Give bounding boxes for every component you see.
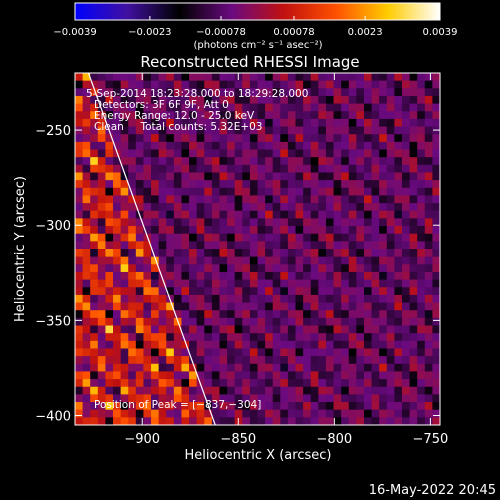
y-tick-label: −400	[35, 409, 71, 424]
y-tick-label: −300	[35, 219, 71, 234]
info-energy-range: Energy Range: 12.0 - 25.0 keV	[94, 110, 255, 122]
colorbar-unit-label: (photons cm⁻² s⁻¹ asec⁻²)	[193, 40, 322, 51]
x-tick-label: −850	[220, 432, 256, 447]
x-tick-label: −750	[413, 432, 449, 447]
solar-limb-line	[87, 73, 216, 425]
x-tick-label: −900	[124, 432, 160, 447]
render-timestamp: 16-May-2022 20:45	[369, 483, 496, 498]
observation-info: 5-Sep-2014 18:23:28.000 to 18:29:28.000 …	[86, 88, 308, 411]
axis-ticks: −900 −850 −800 −750 −250 −300 −350 −400	[35, 73, 448, 447]
plot-frame	[74, 72, 441, 426]
colorbar: −0.0039 −0.0023 −0.00078 0.00078 0.0023 0.003…	[53, 2, 458, 51]
colorbar-tick-label: 0.00078	[273, 27, 314, 38]
y-tick-label: −350	[35, 314, 71, 329]
y-axis-title: Heliocentric Y (arcsec)	[13, 176, 28, 322]
colorbar-tick-label: −0.0023	[128, 27, 171, 38]
x-tick-label: −800	[316, 432, 352, 447]
info-peak-position: Position of Peak = [−837,−304]	[94, 399, 261, 411]
colorbar-tick-label: −0.0039	[53, 27, 96, 38]
info-time-range: 5-Sep-2014 18:23:28.000 to 18:29:28.000	[86, 88, 308, 100]
colorbar-tick-label: 0.0023	[348, 27, 383, 38]
info-detectors: Detectors: 3F 6F 9F, Att 0	[94, 99, 229, 111]
chart-title: Reconstructed RHESSI Image	[140, 53, 359, 71]
info-clean-counts: Clean Total counts: 5.32E+03	[94, 121, 263, 133]
colorbar-tick-label: −0.00078	[196, 27, 246, 38]
heatmap-cells	[75, 73, 440, 425]
colorbar-tick-label: 0.0039	[423, 27, 458, 38]
heatmap-area: −900 −850 −800 −750 −250 −300 −350 −400	[35, 72, 448, 447]
colorbar-gradient	[74, 2, 441, 21]
x-axis-title: Heliocentric X (arcsec)	[185, 448, 332, 463]
y-tick-label: −250	[35, 124, 71, 139]
colorbar-ticks: −0.0039 −0.0023 −0.00078 0.00078 0.0023 0.003…	[53, 16, 458, 38]
